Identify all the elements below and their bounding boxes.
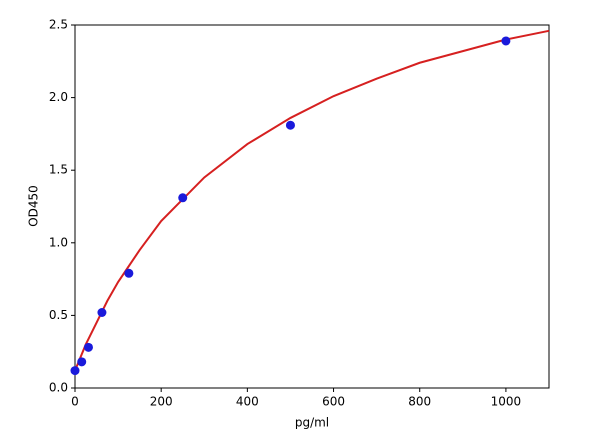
- data-point: [97, 307, 107, 317]
- x-tick-label: 600: [322, 395, 345, 409]
- x-axis-label: pg/ml: [295, 416, 329, 430]
- y-tick-label: 0.0: [49, 381, 68, 395]
- data-point: [83, 342, 93, 352]
- x-tick-label: 1000: [491, 395, 522, 409]
- x-tick-label: 800: [408, 395, 431, 409]
- y-axis-label: OD450: [27, 185, 41, 227]
- y-tick-label: 2.5: [49, 18, 68, 32]
- y-tick-label: 1.0: [49, 235, 68, 249]
- x-tick-label: 400: [236, 395, 259, 409]
- y-tick-label: 1.5: [49, 163, 68, 177]
- data-point: [178, 193, 188, 203]
- fit-curve: [74, 29, 550, 371]
- plot-frame: [74, 24, 550, 389]
- data-point: [501, 36, 511, 46]
- x-tick-label: 200: [150, 395, 173, 409]
- data-point: [124, 268, 134, 278]
- y-tick-label: 2.0: [49, 90, 68, 104]
- y-tick-label: 0.5: [49, 308, 68, 322]
- data-point: [77, 357, 87, 367]
- x-tick-label: 0: [71, 395, 79, 409]
- data-point: [70, 366, 80, 376]
- data-point: [285, 120, 295, 130]
